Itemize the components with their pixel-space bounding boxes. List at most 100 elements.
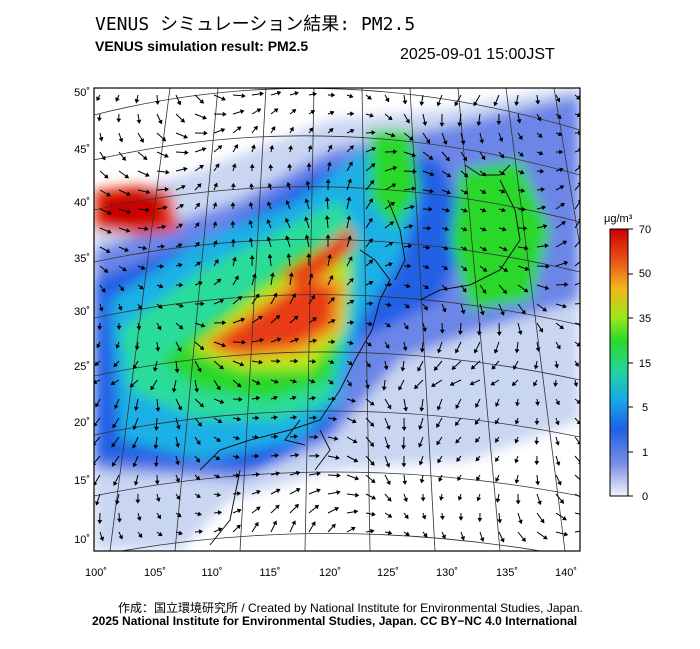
wind-arrowhead bbox=[441, 307, 447, 313]
wind-arrowhead bbox=[196, 183, 202, 188]
wind-arrowhead bbox=[385, 425, 391, 430]
wind-arrowhead bbox=[454, 101, 459, 107]
wind-arrowhead bbox=[346, 196, 352, 201]
wind-arrowhead bbox=[354, 492, 360, 498]
wind-arrowhead bbox=[348, 360, 353, 366]
wind-arrowhead bbox=[126, 191, 131, 196]
wind-arrowhead bbox=[503, 267, 509, 272]
wind-arrowhead bbox=[349, 278, 354, 283]
wind-arrowhead bbox=[559, 185, 565, 190]
wind-arrowhead bbox=[544, 285, 550, 291]
wind-arrowhead bbox=[405, 303, 410, 309]
wind-arrowhead bbox=[133, 364, 138, 370]
wind-arrowhead bbox=[256, 108, 262, 113]
wind-arrowhead bbox=[419, 479, 425, 484]
wind-arrowhead bbox=[194, 222, 200, 227]
wind-arrowhead bbox=[455, 348, 460, 354]
wind-arrowhead bbox=[352, 438, 358, 444]
wind-arrowhead bbox=[236, 524, 241, 530]
wind-arrowhead bbox=[199, 345, 205, 351]
wind-arrowhead bbox=[347, 235, 352, 240]
wind-arrowhead bbox=[327, 253, 332, 259]
wind-arrowhead bbox=[110, 380, 116, 385]
wind-arrowhead bbox=[417, 367, 422, 372]
wind-arrowhead bbox=[482, 267, 488, 272]
wind-arrowhead bbox=[230, 182, 236, 188]
wind-arrowhead bbox=[304, 216, 309, 221]
wind-arrowhead bbox=[439, 122, 445, 127]
wind-arrowhead bbox=[407, 263, 412, 269]
wind-arrowhead bbox=[438, 477, 443, 482]
lon-label: 110˚ bbox=[201, 567, 222, 579]
wind-arrowhead bbox=[455, 438, 460, 444]
lat-label: 50˚ bbox=[74, 87, 90, 99]
wind-arrowhead bbox=[214, 258, 219, 264]
wind-arrowhead bbox=[305, 180, 311, 185]
wind-arrowhead bbox=[491, 365, 497, 370]
wind-arrowhead bbox=[293, 315, 299, 321]
wind-arrowhead bbox=[306, 162, 312, 167]
wind-arrowhead bbox=[249, 163, 255, 168]
wind-arrowhead bbox=[316, 471, 321, 477]
wind-arrowhead bbox=[498, 137, 504, 143]
wind-arrowhead bbox=[331, 92, 336, 98]
wind-arrowhead bbox=[198, 529, 204, 535]
wind-arrowhead bbox=[479, 537, 485, 542]
wind-arrowhead bbox=[310, 378, 316, 384]
wind-arrowhead bbox=[405, 118, 410, 124]
wind-arrowhead bbox=[133, 481, 139, 486]
wind-arrowhead bbox=[270, 126, 276, 131]
legend-tick: 0 bbox=[642, 491, 648, 503]
wind-arrowhead bbox=[557, 480, 562, 486]
wind-arrowhead bbox=[219, 364, 224, 370]
wind-arrowhead bbox=[534, 460, 540, 466]
wind-arrowhead bbox=[137, 305, 142, 310]
wind-arrowhead bbox=[451, 365, 457, 370]
wind-arrowhead bbox=[476, 476, 481, 482]
wind-arrowhead bbox=[195, 457, 200, 463]
wind-arrowhead bbox=[353, 509, 359, 515]
wind-arrow bbox=[574, 530, 580, 533]
wind-arrowhead bbox=[479, 139, 485, 144]
wind-arrowhead bbox=[175, 477, 180, 483]
wind-arrow bbox=[574, 512, 580, 515]
wind-arrowhead bbox=[203, 130, 208, 136]
wind-arrowhead bbox=[538, 327, 543, 333]
wind-arrowhead bbox=[94, 422, 98, 427]
wind-arrowhead bbox=[371, 146, 377, 152]
wind-arrowhead bbox=[481, 207, 487, 213]
wind-arrowhead bbox=[500, 311, 505, 316]
wind-arrowhead bbox=[410, 204, 415, 210]
wind-arrowhead bbox=[455, 404, 460, 410]
wind-arrowhead bbox=[178, 324, 184, 330]
wind-arrowhead bbox=[103, 173, 109, 179]
wind-arrowhead bbox=[514, 101, 520, 106]
wind-arrowhead bbox=[441, 534, 446, 540]
wind-arrowhead bbox=[515, 402, 520, 407]
lat-label: 30˚ bbox=[74, 306, 90, 318]
wind-arrowhead bbox=[474, 420, 480, 425]
wind-arrowhead bbox=[421, 515, 427, 520]
wind-arrowhead bbox=[493, 101, 498, 107]
wind-arrowhead bbox=[115, 500, 120, 505]
wind-arrowhead bbox=[306, 253, 312, 258]
wind-arrowhead bbox=[235, 435, 241, 441]
wind-arrowhead bbox=[324, 196, 330, 202]
wind-arrowhead bbox=[114, 404, 119, 410]
wind-arrowhead bbox=[369, 422, 375, 427]
wind-arrowhead bbox=[294, 503, 299, 509]
wind-arrowhead bbox=[555, 461, 561, 466]
wind-arrowhead bbox=[543, 224, 548, 229]
wind-arrowhead bbox=[536, 116, 542, 122]
lon-label: 130˚ bbox=[436, 567, 458, 579]
wind-arrow bbox=[574, 200, 580, 210]
wind-arrowhead bbox=[197, 511, 202, 517]
wind-arrowhead bbox=[101, 287, 106, 293]
wind-arrowhead bbox=[391, 183, 397, 188]
wind-arrowhead bbox=[312, 338, 318, 344]
wind-arrowhead bbox=[98, 136, 104, 142]
wind-arrowhead bbox=[105, 248, 111, 253]
wind-arrowhead bbox=[117, 306, 123, 311]
wind-arrowhead bbox=[197, 422, 202, 427]
wind-arrowhead bbox=[446, 172, 452, 178]
